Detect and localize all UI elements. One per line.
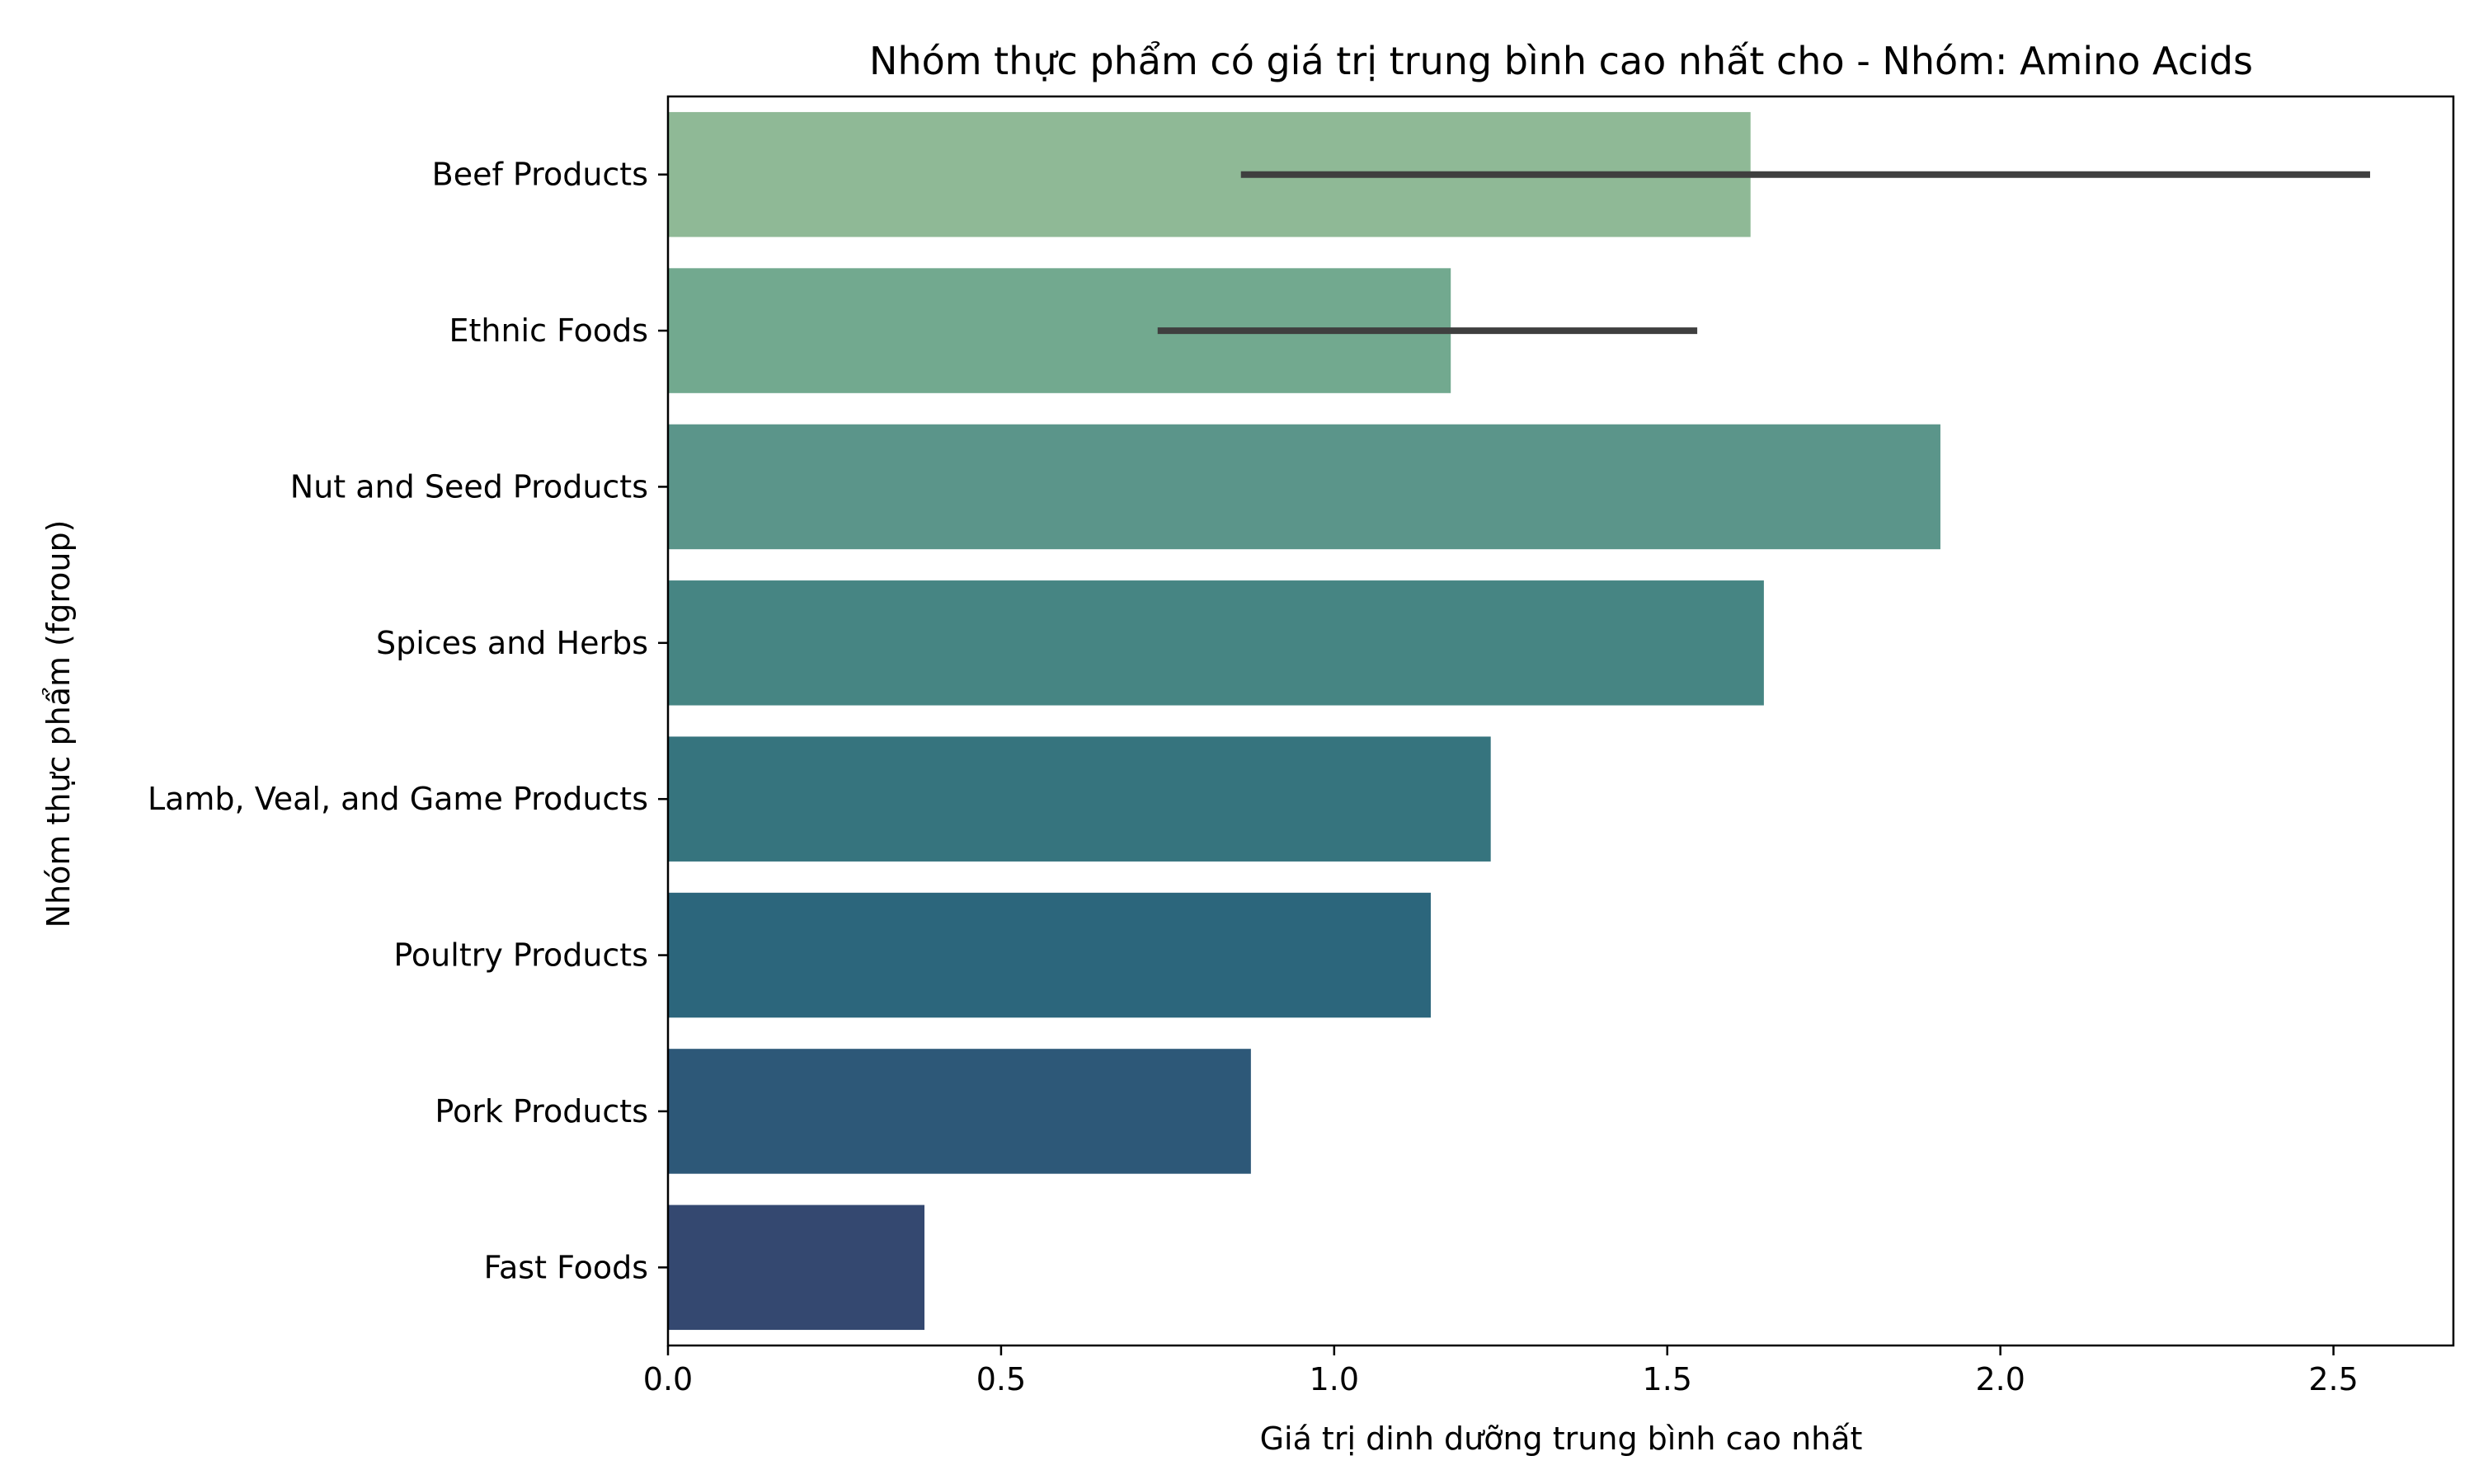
x-tick-label: 2.5 <box>2308 1361 2358 1397</box>
y-tick-label: Fast Foods <box>484 1249 648 1285</box>
x-tick-label: 0.0 <box>643 1361 693 1397</box>
bar-nut-and-seed-products <box>668 424 1940 550</box>
bars-layer <box>668 111 1940 1331</box>
bar-poultry-products <box>668 892 1431 1018</box>
x-tick-label: 1.0 <box>1310 1361 1359 1397</box>
y-tick-label: Spices and Herbs <box>376 625 648 661</box>
bar-lamb-veal-and-game-products <box>668 736 1491 862</box>
bar-spices-and-herbs <box>668 580 1764 706</box>
y-tick-label: Ethnic Foods <box>449 312 648 349</box>
plot-frame <box>666 95 2455 1347</box>
y-tick-label: Poultry Products <box>393 937 648 974</box>
y-tick-label: Pork Products <box>435 1093 648 1129</box>
axis-layer: Beef Products Ethnic Foods Nut and Seed Pr… <box>148 157 2359 1397</box>
error-bars-layer <box>1157 171 2371 335</box>
y-tick-label: Lamb, Veal, and Game Products <box>148 781 648 817</box>
x-tick-label: 2.0 <box>1975 1361 2025 1397</box>
y-tick-label: Nut and Seed Products <box>290 468 648 505</box>
x-tick-label: 1.5 <box>1643 1361 1692 1397</box>
bar-pork-products <box>668 1049 1251 1174</box>
chart-title: Nhóm thực phẩm có giá trị trung bình cao… <box>869 39 2253 83</box>
x-tick-label: 0.5 <box>976 1361 1026 1397</box>
y-axis-label: Nhóm thực phẩm (fgroup) <box>40 520 77 928</box>
y-tick-label: Beef Products <box>432 157 648 193</box>
x-axis-label: Giá trị dinh dưỡng trung bình cao nhất <box>1260 1421 1863 1457</box>
bar-fast-foods <box>668 1205 925 1331</box>
